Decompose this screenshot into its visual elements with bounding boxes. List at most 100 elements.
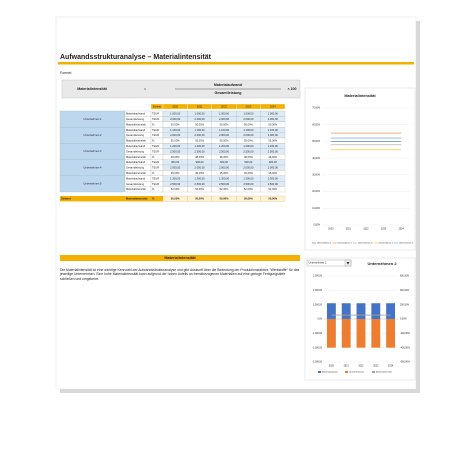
cell-text: 900,00 [220, 160, 228, 164]
cell-text: 52,00% [268, 187, 277, 191]
cell-text: 2.000,00 [268, 166, 279, 170]
cell-text: 1.000,00 [195, 112, 206, 116]
cell-text: TEUR [152, 128, 159, 132]
cell-text: 1.200,00 [219, 144, 230, 148]
cell-text: Gesamtleistung [126, 166, 145, 170]
company-name: Unternehmen 1 [84, 117, 102, 121]
cell-text: 2.500,00 [170, 149, 181, 153]
cell-text: 52,00% [171, 187, 180, 191]
dropdown-arrow [346, 262, 350, 265]
cell-text: 2.500,00 [170, 182, 181, 186]
cell-text: % [152, 139, 155, 143]
target-text: 50,00% [195, 197, 204, 201]
target-cell [260, 195, 286, 202]
cell-text: 2.000,00 [170, 166, 181, 170]
cell-text: 2.000,00 [268, 117, 279, 121]
formula-denominator: Gesamtleistung [215, 91, 242, 95]
y-tick-label: 40,00% [312, 158, 320, 160]
cell-text: 2.000,00 [195, 117, 206, 121]
cell-text: Materialintensität [126, 155, 146, 159]
x-tick-label: 2021 [344, 366, 350, 368]
legend-label: Gesamtleistung [349, 371, 364, 374]
cell-text: 48,00% [171, 155, 180, 159]
bar-chart-title: Unternehmen 2 [367, 261, 397, 266]
cell-text: 2.000,00 [195, 166, 206, 170]
cell-text: 2.000,00 [170, 117, 181, 121]
cell-text: Materialaufwand [126, 112, 146, 116]
header-text: 2024 [270, 104, 276, 108]
cell-text: 2.500,00 [195, 182, 206, 186]
company-name: Unternehmen 5 [84, 182, 102, 186]
cell-text: 1.200,00 [195, 144, 206, 148]
cell-text: 2.000,00 [195, 133, 206, 137]
cell-text: 55,00% [195, 139, 204, 143]
legend-label: Unternehmen 5 [399, 242, 414, 245]
cell-text: TEUR [152, 149, 159, 153]
cell-text: 1.100,00 [268, 128, 279, 132]
header-text: 2020 [172, 104, 178, 108]
section-title: Materialintensität [164, 256, 196, 260]
formula-lhs: Materialintensität [77, 87, 107, 91]
x-tick-label: 2020 [328, 229, 334, 231]
cell-text: 1.200,00 [170, 144, 181, 148]
cell-text: Materialintensität [126, 187, 146, 191]
cell-text: 2.500,00 [195, 149, 206, 153]
cell-text: 48,00% [220, 155, 229, 159]
cell-text: 2.500,00 [268, 149, 279, 153]
cell-text: 1.100,00 [243, 128, 254, 132]
cell-text: 1.000,00 [219, 112, 230, 116]
cell-text: 45,00% [268, 171, 277, 175]
y-tick-label: 50,00% [312, 141, 320, 143]
cell-text: 2.000,00 [268, 133, 279, 137]
y-tick-label: -2.000,00 [312, 347, 322, 349]
cell-text: Materialintensität [126, 139, 146, 143]
target-text: Zielwert [61, 197, 71, 201]
formula-factor: × 100 [287, 87, 296, 91]
y2-tick-label: 200,00% [400, 304, 409, 306]
cell-text: 52,00% [244, 187, 253, 191]
target-text: 50,00% [244, 197, 253, 201]
target-text: 50,00% [220, 197, 229, 201]
y-tick-label: 10,00% [312, 208, 320, 210]
cell-text: TEUR [152, 117, 159, 121]
x-tick-label: 2023 [373, 366, 379, 368]
cell-text: 900,00 [196, 160, 204, 164]
header-text: Einheit [153, 104, 161, 108]
cell-text: Materialaufwand [126, 160, 146, 164]
legend-label: Materialaufwand [322, 371, 338, 374]
cell-text: Gesamtleistung [126, 133, 145, 137]
cell-text: Materialintensität [126, 122, 146, 126]
y-tick-label: -3.000,00 [312, 362, 322, 364]
cell-text: 2.500,00 [243, 149, 254, 153]
cell-text: 45,00% [171, 171, 180, 175]
cell-text: 2.000,00 [243, 133, 254, 137]
cell-text: 55,00% [268, 139, 277, 143]
formula-eq: = [144, 86, 147, 91]
company-name: Unternehmen 3 [84, 149, 102, 153]
cell-text: Materialaufwand [126, 176, 146, 180]
y2-tick-label: 600,00% [400, 276, 409, 278]
y-tick-label: 0,00% [313, 225, 320, 227]
cell-text: 1.300,00 [170, 176, 181, 180]
bar [326, 319, 336, 348]
x-tick-label: 2023 [381, 229, 387, 231]
y2-tick-label: -600,00% [400, 362, 410, 364]
cell-text: 55,00% [244, 139, 253, 143]
cell-text: Gesamtleistung [126, 149, 145, 153]
target-text: 50,00% [171, 197, 180, 201]
cell-text: 55,00% [220, 139, 229, 143]
cell-text: 2.500,00 [243, 182, 254, 186]
cell-text: 50,00% [244, 122, 253, 126]
cell-text: 1.300,00 [268, 176, 279, 180]
company-name: Unternehmen 4 [84, 165, 102, 169]
cell-text: 52,00% [220, 187, 229, 191]
x-tick-label: 2022 [358, 366, 364, 368]
cell-text: 2.500,00 [219, 149, 230, 153]
bar [341, 303, 351, 319]
cell [260, 186, 286, 193]
cell-text: 1.200,00 [268, 144, 279, 148]
formula-label: Formel: [60, 71, 72, 75]
cell-text: 2.000,00 [243, 166, 254, 170]
bar [356, 303, 366, 319]
